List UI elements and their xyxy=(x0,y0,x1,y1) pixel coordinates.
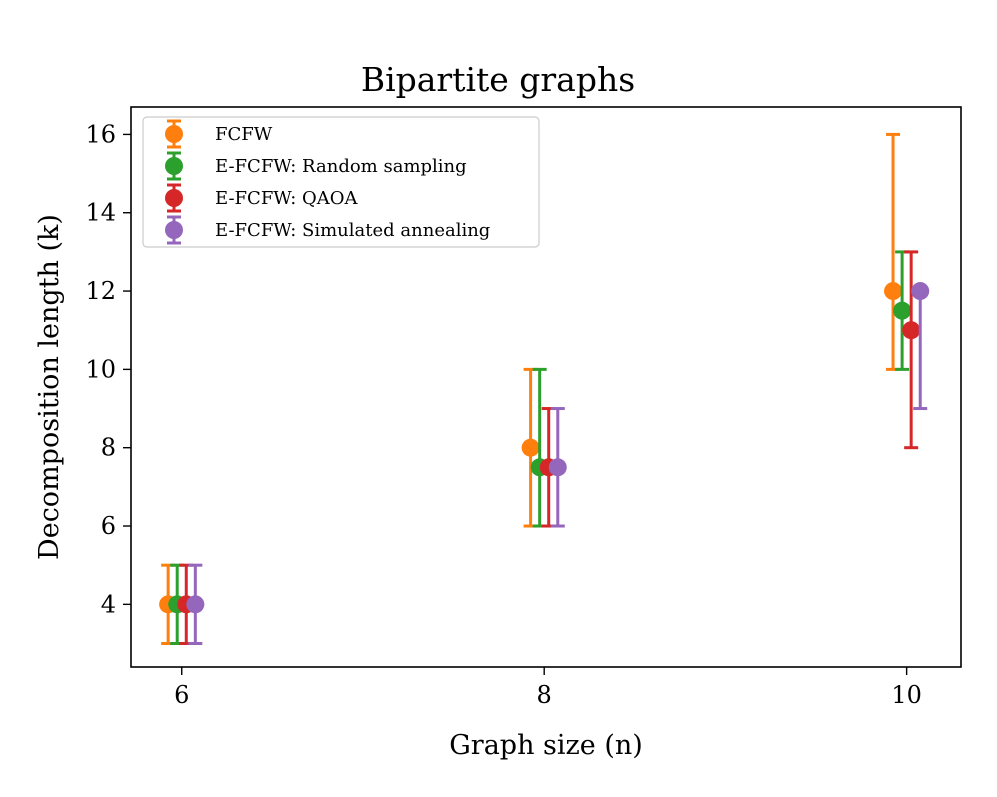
y-tick-label: 4 xyxy=(101,590,116,618)
x-tick-label: 8 xyxy=(537,681,552,709)
legend-marker xyxy=(165,189,183,207)
x-tick-label: 10 xyxy=(891,681,922,709)
series-e-fcfw-qaoa xyxy=(177,250,921,646)
y-axis-label: Decomposition length (k) xyxy=(34,214,65,560)
legend-item: E-FCFW: Random sampling xyxy=(165,151,467,181)
data-point xyxy=(186,595,205,614)
legend-item: E-FCFW: Simulated annealing xyxy=(165,215,490,245)
data-point xyxy=(911,282,930,301)
series-fcfw xyxy=(159,132,903,646)
series-e-fcfw-random-sampling xyxy=(168,250,912,646)
y-tick-label: 14 xyxy=(85,199,116,227)
legend: FCFW E-FCFW: Random sampling E-FCFW: QAOA E… xyxy=(142,116,540,248)
data-point xyxy=(884,282,903,301)
plot-frame xyxy=(130,106,962,668)
legend-label: FCFW xyxy=(215,124,273,145)
legend-marker xyxy=(165,221,183,239)
x-tick-label: 6 xyxy=(174,681,189,709)
legend-label: E-FCFW: Simulated annealing xyxy=(215,220,490,241)
legend-label: E-FCFW: QAOA xyxy=(215,188,359,209)
legend-item: FCFW xyxy=(165,119,273,149)
data-point xyxy=(521,438,540,457)
y-tick-label: 8 xyxy=(101,434,116,462)
data-point xyxy=(893,301,912,320)
axis-ticks: 6 8 10 4 6 8 10 12 14 16 xyxy=(85,120,921,709)
legend-item: E-FCFW: QAOA xyxy=(165,183,359,213)
legend-marker xyxy=(165,157,183,175)
legend-marker xyxy=(165,125,183,143)
data-point xyxy=(902,321,921,340)
y-tick-label: 6 xyxy=(101,512,116,540)
y-tick-label: 16 xyxy=(85,120,116,148)
chart-title: Bipartite graphs xyxy=(361,60,635,99)
legend-label: E-FCFW: Random sampling xyxy=(215,156,467,177)
plot-area xyxy=(159,132,930,646)
y-tick-label: 12 xyxy=(85,277,116,305)
series-e-fcfw-simulated-annealing xyxy=(186,282,930,646)
legend-box xyxy=(142,116,540,248)
x-axis-label: Graph size (n) xyxy=(449,730,643,761)
y-tick-label: 10 xyxy=(85,355,116,383)
data-point xyxy=(548,458,567,477)
